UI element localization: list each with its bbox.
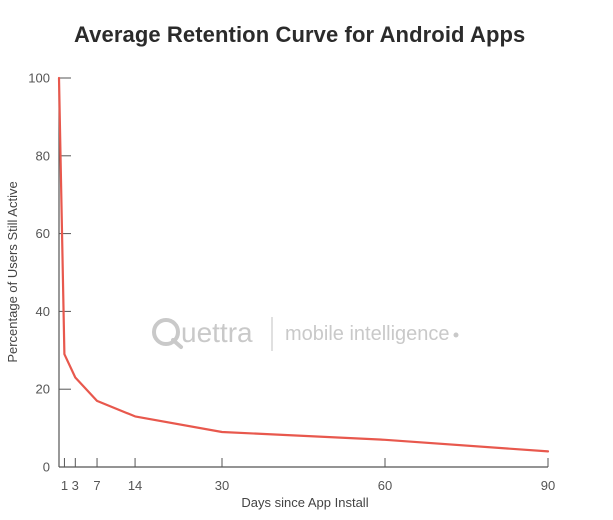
quettra-watermark: uettra mobile intelligence [152, 317, 459, 351]
x-tick-label: 60 [378, 478, 392, 493]
x-ticks: 1 3 7 14 30 60 90 [61, 458, 555, 493]
y-ticks: 0 20 40 60 80 100 [28, 71, 71, 475]
x-tick-label: 30 [215, 478, 229, 493]
series-line [57, 76, 550, 453]
y-axis-title: Percentage of Users Still Active [5, 181, 20, 362]
x-tick-label: 7 [93, 478, 100, 493]
y-tick-label: 20 [36, 382, 50, 397]
x-tick-label: 3 [72, 478, 79, 493]
y-tick-label: 40 [36, 304, 50, 319]
series-group [57, 76, 550, 453]
y-tick-label: 60 [36, 226, 50, 241]
y-tick-label: 80 [36, 148, 50, 163]
watermark-tagline: mobile intelligence [285, 323, 450, 345]
x-tick-label: 90 [541, 478, 555, 493]
x-tick-label: 14 [128, 478, 142, 493]
watermark-dot [453, 332, 459, 338]
x-tick-label: 1 [61, 478, 68, 493]
y-tick-label: 100 [28, 71, 50, 86]
y-tick-label: 0 [43, 460, 50, 475]
chart-title: Average Retention Curve for Android Apps [74, 22, 526, 47]
watermark-brand: uettra [181, 317, 253, 348]
quettra-logo-icon [152, 318, 183, 349]
x-axis-title: Days since App Install [241, 495, 368, 510]
